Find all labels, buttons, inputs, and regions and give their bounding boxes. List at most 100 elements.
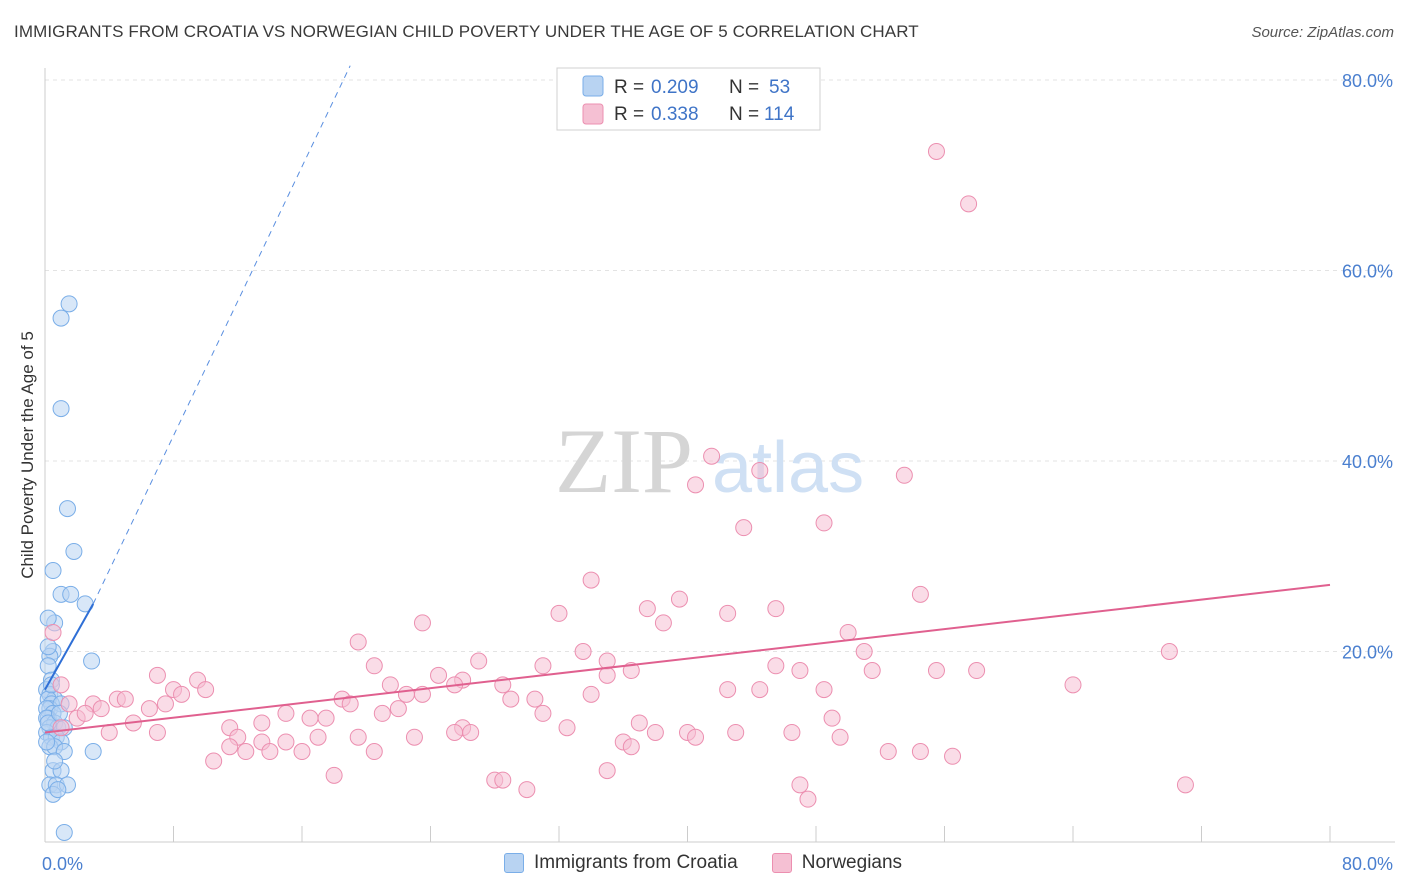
y-tick-label: 40.0% xyxy=(1342,452,1393,472)
data-point-norwegians xyxy=(968,662,986,680)
trend-line-croatia xyxy=(44,603,95,691)
data-point-norwegians xyxy=(76,704,94,722)
watermark: ZIP atlas xyxy=(555,410,864,512)
data-point-norwegians xyxy=(373,704,391,722)
legend-swatch-croatia-bottom xyxy=(503,853,524,873)
data-point-norwegians xyxy=(687,476,705,494)
data-point-norwegians xyxy=(550,604,568,622)
data-point-norwegians xyxy=(518,781,536,799)
chart-title: IMMIGRANTS FROM CROATIA VS NORWEGIAN CHI… xyxy=(14,22,919,41)
legend-n-value-norwegians: 114 xyxy=(764,104,795,125)
data-point-norwegians xyxy=(1176,776,1194,794)
data-point-norwegians xyxy=(221,738,239,756)
data-point-norwegians xyxy=(325,766,343,784)
legend-r-label-croatia: R = xyxy=(614,77,644,98)
data-point-norwegians xyxy=(205,752,223,770)
data-point-norwegians xyxy=(687,728,705,746)
watermark-atlas: atlas xyxy=(712,428,864,508)
data-point-norwegians xyxy=(646,723,664,741)
data-point-norwegians xyxy=(927,662,945,680)
trend-line-norwegians xyxy=(44,583,1331,734)
data-point-norwegians xyxy=(397,685,415,703)
data-point-norwegians xyxy=(727,723,745,741)
data-point-norwegians xyxy=(654,614,672,632)
data-point-norwegians xyxy=(381,676,399,694)
data-point-norwegians xyxy=(735,519,753,537)
data-point-norwegians xyxy=(582,571,600,589)
legend-n-label-norwegians: N = xyxy=(729,104,759,125)
data-point-croatia xyxy=(84,743,102,761)
data-point-croatia xyxy=(55,823,73,841)
data-point-norwegians xyxy=(839,623,857,641)
data-point-norwegians xyxy=(783,723,801,741)
data-point-croatia xyxy=(38,733,56,751)
data-point-norwegians xyxy=(341,695,359,713)
data-point-norwegians xyxy=(470,652,488,670)
data-point-norwegians xyxy=(558,719,576,737)
data-point-norwegians xyxy=(349,633,367,651)
data-point-croatia xyxy=(65,542,83,560)
data-point-norwegians xyxy=(92,700,110,718)
data-point-norwegians xyxy=(156,695,174,713)
legend-label-norwegians: Norwegians xyxy=(801,852,903,873)
data-point-croatia xyxy=(44,562,62,580)
data-point-norwegians xyxy=(534,657,552,675)
legend-r-label-norwegians: R = xyxy=(614,104,644,125)
data-point-norwegians xyxy=(815,681,833,699)
data-point-croatia xyxy=(39,609,57,627)
data-point-norwegians xyxy=(277,704,295,722)
source-credit: Source: ZipAtlas.com xyxy=(1251,24,1394,41)
data-point-norwegians xyxy=(1160,643,1178,660)
data-point-norwegians xyxy=(622,738,640,756)
y-tick-label: 80.0% xyxy=(1342,71,1393,91)
data-point-croatia xyxy=(39,638,57,656)
data-point-norwegians xyxy=(197,681,215,699)
data-point-norwegians xyxy=(751,462,769,480)
data-point-norwegians xyxy=(100,723,118,741)
data-point-norwegians xyxy=(52,719,70,737)
data-point-norwegians xyxy=(148,723,166,741)
data-points xyxy=(38,142,1194,841)
data-point-norwegians xyxy=(389,700,407,718)
data-point-croatia xyxy=(52,309,70,327)
data-point-norwegians xyxy=(703,447,721,465)
x-tick-label: 0.0% xyxy=(42,854,83,874)
gridlines xyxy=(45,79,1395,652)
legend-box: R = 0.209 N = 53 R = 0.338 N = 114 xyxy=(556,67,821,131)
legend-item-croatia[interactable]: Immigrants from Croatia xyxy=(503,852,738,874)
data-point-norwegians xyxy=(301,709,319,727)
data-point-norwegians xyxy=(446,723,464,741)
data-point-norwegians xyxy=(277,733,295,751)
y-tick-label: 60.0% xyxy=(1342,262,1393,282)
legend-n-label-croatia: N = xyxy=(729,77,759,98)
data-point-norwegians xyxy=(767,600,785,618)
data-point-croatia xyxy=(60,295,78,313)
data-point-croatia xyxy=(46,752,64,770)
data-point-norwegians xyxy=(317,709,335,727)
data-point-norwegians xyxy=(44,623,62,641)
data-point-norwegians xyxy=(630,714,648,732)
data-point-norwegians xyxy=(309,728,327,746)
data-point-norwegians xyxy=(751,681,769,699)
y-tick-label: 20.0% xyxy=(1342,643,1393,663)
data-point-norwegians xyxy=(60,695,78,713)
data-point-norwegians xyxy=(261,743,279,761)
data-point-norwegians xyxy=(293,743,311,761)
data-point-croatia xyxy=(52,400,70,418)
data-point-norwegians xyxy=(526,690,544,708)
data-point-norwegians xyxy=(895,466,913,484)
data-point-norwegians xyxy=(116,690,134,708)
data-point-norwegians xyxy=(173,685,191,703)
data-point-norwegians xyxy=(863,662,881,680)
trend-line-croatia-extension xyxy=(92,65,351,605)
data-point-norwegians xyxy=(911,585,929,603)
data-point-croatia xyxy=(49,781,67,799)
data-point-norwegians xyxy=(365,743,383,761)
data-point-norwegians xyxy=(534,704,552,722)
data-point-norwegians xyxy=(502,690,520,708)
legend-item-norwegians[interactable]: Norwegians xyxy=(771,852,903,874)
data-point-norwegians xyxy=(791,776,809,794)
data-point-norwegians xyxy=(927,142,945,160)
data-point-norwegians xyxy=(944,747,962,765)
